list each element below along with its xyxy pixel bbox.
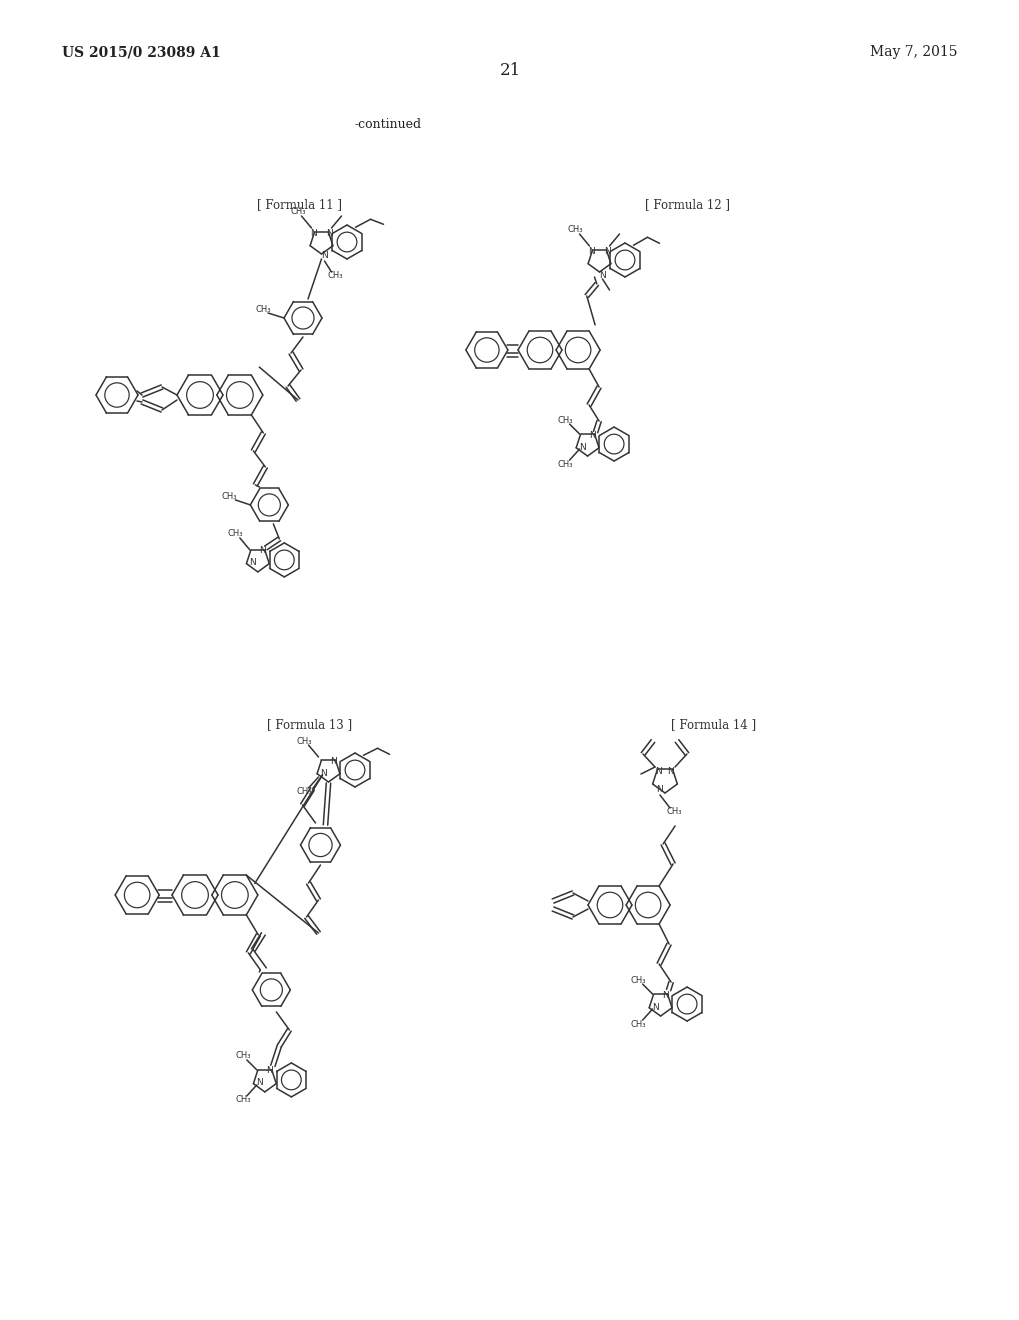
- Text: CH₃: CH₃: [327, 272, 343, 281]
- Text: N: N: [603, 248, 610, 256]
- Text: CH₃: CH₃: [234, 1052, 251, 1060]
- Text: CH₃: CH₃: [290, 207, 306, 216]
- Text: N: N: [256, 1078, 263, 1088]
- Text: N: N: [321, 252, 327, 260]
- Text: CH₃: CH₃: [557, 459, 573, 469]
- Text: CH₃: CH₃: [630, 975, 646, 985]
- Text: -continued: -continued: [354, 117, 421, 131]
- Text: CH₃: CH₃: [630, 1019, 646, 1028]
- Text: N: N: [326, 230, 332, 239]
- Text: N: N: [310, 230, 317, 239]
- Text: CH₃: CH₃: [227, 529, 243, 539]
- Text: N: N: [250, 558, 256, 568]
- Text: CH₃: CH₃: [568, 226, 583, 235]
- Text: CH₃: CH₃: [234, 1096, 251, 1105]
- Text: N: N: [330, 756, 336, 766]
- Text: CH₃: CH₃: [297, 737, 312, 746]
- Text: CH₃: CH₃: [255, 305, 270, 314]
- Text: N: N: [588, 248, 594, 256]
- Text: CH₃: CH₃: [221, 492, 236, 502]
- Text: [ Formula 11 ]: [ Formula 11 ]: [257, 198, 342, 211]
- Text: [ Formula 12 ]: [ Formula 12 ]: [645, 198, 730, 211]
- Text: CH₃: CH₃: [665, 808, 681, 817]
- Text: N: N: [667, 767, 674, 776]
- Text: N: N: [598, 271, 605, 280]
- Text: N: N: [259, 546, 266, 556]
- Text: CH₃: CH₃: [297, 788, 312, 796]
- Text: N: N: [656, 785, 662, 795]
- Text: N: N: [661, 990, 668, 999]
- Text: N: N: [579, 442, 585, 451]
- Text: [ Formula 14 ]: [ Formula 14 ]: [671, 718, 756, 731]
- Text: 21: 21: [499, 62, 520, 79]
- Text: CH₃: CH₃: [557, 416, 573, 425]
- Text: N: N: [320, 768, 326, 777]
- Text: N: N: [589, 430, 595, 440]
- Text: N: N: [655, 767, 661, 776]
- Text: May 7, 2015: May 7, 2015: [869, 45, 957, 59]
- Text: [ Formula 13 ]: [ Formula 13 ]: [267, 718, 353, 731]
- Text: N: N: [651, 1003, 658, 1011]
- Text: N: N: [266, 1067, 273, 1076]
- Text: US 2015/0 23089 A1: US 2015/0 23089 A1: [62, 45, 220, 59]
